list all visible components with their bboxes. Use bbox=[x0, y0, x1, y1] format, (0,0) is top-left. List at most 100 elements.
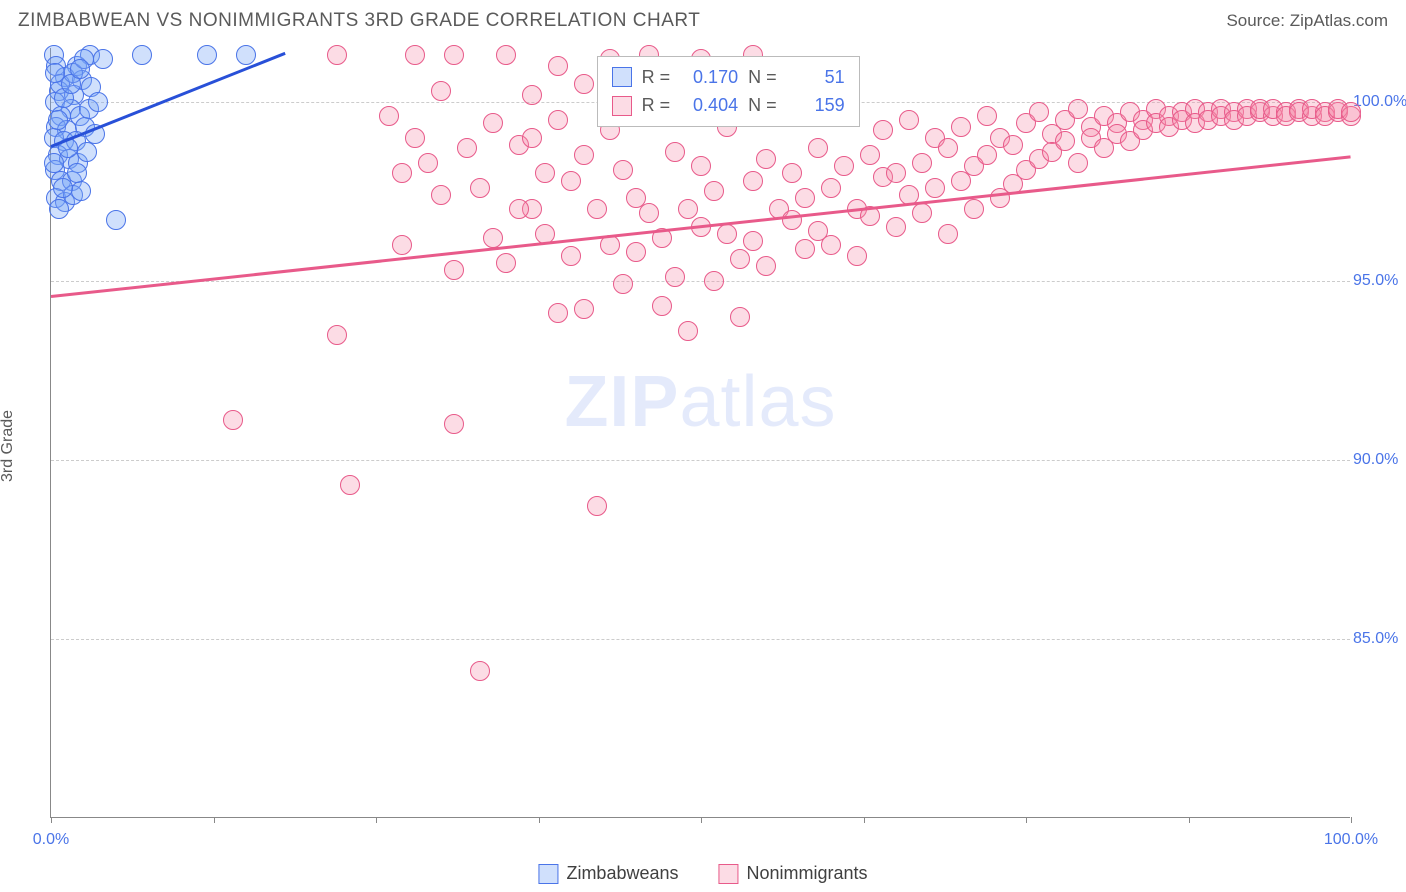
data-point bbox=[88, 92, 108, 112]
legend: Zimbabweans Nonimmigrants bbox=[538, 863, 867, 884]
stats-box: R =0.170N =51R = 0.404 N = 159 bbox=[597, 56, 860, 128]
data-point bbox=[496, 45, 516, 65]
data-point bbox=[743, 171, 763, 191]
gridline bbox=[51, 639, 1350, 640]
data-point bbox=[821, 235, 841, 255]
data-point bbox=[496, 253, 516, 273]
data-point bbox=[886, 163, 906, 183]
data-point bbox=[938, 224, 958, 244]
data-point bbox=[964, 199, 984, 219]
y-axis-label: 3rd Grade bbox=[0, 410, 17, 482]
data-point bbox=[522, 85, 542, 105]
data-point bbox=[223, 410, 243, 430]
legend-swatch bbox=[538, 864, 558, 884]
data-point bbox=[756, 149, 776, 169]
data-point bbox=[132, 45, 152, 65]
data-point bbox=[938, 138, 958, 158]
legend-label: Zimbabweans bbox=[566, 863, 678, 884]
x-tick-mark bbox=[51, 817, 52, 823]
data-point bbox=[977, 106, 997, 126]
data-point bbox=[743, 231, 763, 251]
data-point bbox=[704, 181, 724, 201]
data-point bbox=[77, 142, 97, 162]
data-point bbox=[327, 325, 347, 345]
x-tick-mark bbox=[1026, 817, 1027, 823]
data-point bbox=[899, 110, 919, 130]
data-point bbox=[1055, 131, 1075, 151]
data-point bbox=[197, 45, 217, 65]
data-point bbox=[70, 59, 90, 79]
data-point bbox=[483, 228, 503, 248]
data-point bbox=[821, 178, 841, 198]
data-point bbox=[652, 296, 672, 316]
data-point bbox=[847, 246, 867, 266]
data-point bbox=[522, 128, 542, 148]
data-point bbox=[613, 160, 633, 180]
chart-title: ZIMBABWEAN VS NONIMMIGRANTS 3RD GRADE CO… bbox=[18, 10, 700, 32]
data-point bbox=[834, 156, 854, 176]
gridline bbox=[51, 281, 1350, 282]
y-tick-label: 100.0% bbox=[1353, 93, 1406, 111]
data-point bbox=[470, 178, 490, 198]
data-point bbox=[795, 188, 815, 208]
data-point bbox=[613, 274, 633, 294]
data-point bbox=[678, 321, 698, 341]
x-tick-mark bbox=[214, 817, 215, 823]
data-point bbox=[67, 163, 87, 183]
data-point bbox=[1068, 99, 1088, 119]
data-point bbox=[977, 145, 997, 165]
data-point bbox=[535, 163, 555, 183]
data-point bbox=[678, 199, 698, 219]
stat-n-label: N = bbox=[748, 63, 777, 92]
data-point bbox=[392, 235, 412, 255]
stats-row: R = 0.404 N = 159 bbox=[612, 91, 845, 120]
data-point bbox=[639, 203, 659, 223]
data-point bbox=[71, 181, 91, 201]
legend-item-nonimmigrants: Nonimmigrants bbox=[719, 863, 868, 884]
stat-r-label: R = bbox=[642, 91, 671, 120]
data-point bbox=[470, 661, 490, 681]
data-point bbox=[1003, 135, 1023, 155]
data-point bbox=[483, 113, 503, 133]
stats-swatch bbox=[612, 96, 632, 116]
x-tick-mark bbox=[1189, 817, 1190, 823]
data-point bbox=[730, 307, 750, 327]
x-tick-mark bbox=[1351, 817, 1352, 823]
x-tick-mark bbox=[539, 817, 540, 823]
stat-n-label: N = bbox=[748, 91, 777, 120]
data-point bbox=[665, 267, 685, 287]
data-point bbox=[574, 299, 594, 319]
data-point bbox=[48, 110, 68, 130]
x-tick-mark bbox=[701, 817, 702, 823]
data-point bbox=[327, 45, 347, 65]
data-point bbox=[548, 110, 568, 130]
data-point bbox=[925, 178, 945, 198]
stat-n-value: 159 bbox=[787, 91, 845, 120]
stat-r-value: 0.404 bbox=[680, 91, 738, 120]
data-point bbox=[418, 153, 438, 173]
data-point bbox=[379, 106, 399, 126]
data-point bbox=[951, 117, 971, 137]
data-point bbox=[860, 145, 880, 165]
x-tick-label: 0.0% bbox=[33, 831, 69, 849]
legend-swatch bbox=[719, 864, 739, 884]
data-point bbox=[886, 217, 906, 237]
data-point bbox=[548, 303, 568, 323]
data-point bbox=[574, 74, 594, 94]
data-point bbox=[1341, 102, 1361, 122]
data-point bbox=[873, 120, 893, 140]
data-point bbox=[717, 224, 737, 244]
data-point bbox=[548, 56, 568, 76]
trend-line bbox=[51, 155, 1351, 298]
data-point bbox=[392, 163, 412, 183]
legend-label: Nonimmigrants bbox=[747, 863, 868, 884]
x-tick-mark bbox=[376, 817, 377, 823]
data-point bbox=[561, 246, 581, 266]
stats-row: R =0.170N =51 bbox=[612, 63, 845, 92]
data-point bbox=[808, 138, 828, 158]
data-point bbox=[626, 242, 646, 262]
data-point bbox=[782, 163, 802, 183]
data-point bbox=[756, 256, 776, 276]
data-point bbox=[691, 156, 711, 176]
data-point bbox=[405, 45, 425, 65]
